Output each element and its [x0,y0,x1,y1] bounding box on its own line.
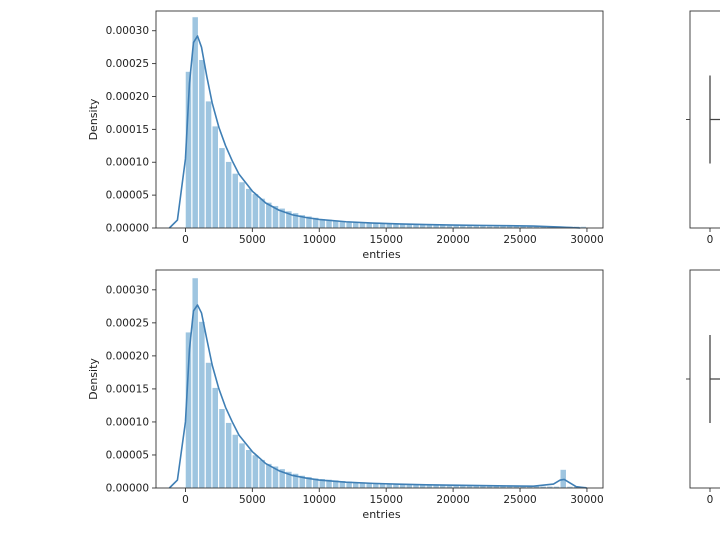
y-tick-label: 0.00025 [106,58,149,70]
x-tick-label: 5000 [239,234,266,246]
histogram-bar [258,198,266,229]
y-tick-label: 0.00015 [106,383,149,395]
histogram-bar [231,434,239,489]
histogram-bar [252,454,259,489]
y-tick-label: 0.00020 [106,350,149,362]
y-tick-label: 0.00025 [106,317,149,329]
x-tick-label: 5000 [239,494,266,506]
axes-frame [155,269,604,489]
x-tick-label: 25000 [503,234,536,246]
histogram-bar [198,321,206,489]
x-tick-label: 20000 [436,494,469,506]
histogram-bar [245,449,253,489]
y-tick-label: 0.00010 [106,157,149,169]
y-tick-label: 0.00000 [106,223,149,235]
histogram-bar [245,188,253,229]
x-tick-label: 0 [182,494,189,506]
histogram-bar [205,362,212,489]
histogram-bars [185,277,587,489]
y-axis-label: Density [87,98,100,140]
x-axis-label: entries [362,508,400,521]
x-tick-label: 20000 [436,234,469,246]
histogram-bar [238,442,246,489]
x-tick-label: 10000 [303,494,336,506]
histogram-bar [205,100,212,229]
kde-line [168,304,588,489]
x-tick-label: 0 [707,234,714,246]
y-tick-label: 0.00030 [106,284,149,296]
histogram-bar [559,469,567,489]
histogram-bars [185,16,587,229]
y-tick-label: 0.00030 [106,25,149,37]
y-tick-label: 0.00005 [106,190,149,202]
kde-line [168,35,581,229]
x-tick-label: 30000 [570,234,603,246]
histogram-bar [198,59,206,229]
histogram-bar [231,173,239,229]
x-tick-label: 0 [182,234,189,246]
histogram-bar [211,125,219,229]
y-tick-label: 0.00015 [106,124,149,136]
x-tick-label: 10000 [303,234,336,246]
histogram-panel-bottom: 0 5000 10000 15000 20000 25000 30000 0.00000 0.0… [87,269,604,521]
axes-frame [155,10,604,229]
boxplot-panel-bottom: 0 [686,269,720,506]
histogram-bar [238,181,246,229]
histogram-panel-top: 0 5000 10000 15000 20000 25000 30000 0.00000 0.0… [87,10,604,261]
histogram-bar [258,459,266,489]
histogram-bar [252,193,259,229]
histogram-bar [211,387,219,489]
x-tick-label: 0 [707,494,714,506]
histogram-bar [225,161,232,229]
x-tick-label: 15000 [369,494,402,506]
histogram-bar [225,422,232,489]
x-tick-label: 25000 [503,494,536,506]
y-tick-label: 0.00020 [106,91,149,103]
x-tick-label: 30000 [570,494,603,506]
boxplot-panel-top: 0 [686,10,720,246]
y-tick-label: 0.00000 [106,483,149,495]
x-axis-label: entries [362,248,400,261]
histogram-bar [218,147,226,229]
y-tick-label: 0.00005 [106,449,149,461]
y-axis-label: Density [87,358,100,400]
x-tick-label: 15000 [369,234,402,246]
histogram-bar [218,408,226,489]
y-tick-label: 0.00010 [106,416,149,428]
